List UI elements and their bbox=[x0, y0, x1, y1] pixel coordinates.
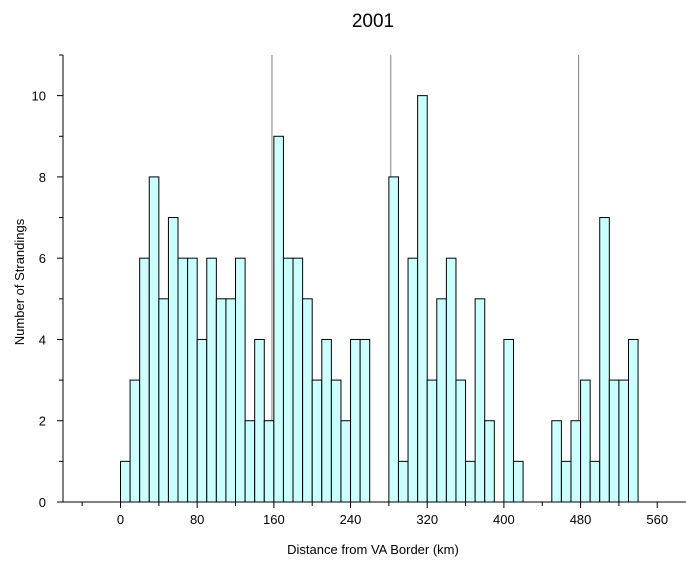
y-tick-label: 8 bbox=[39, 170, 46, 185]
histogram-bar bbox=[445, 257, 457, 503]
histogram-bar bbox=[426, 379, 438, 503]
x-tick-label: 560 bbox=[646, 512, 668, 527]
histogram-bar bbox=[560, 460, 572, 503]
histogram-bar bbox=[618, 379, 629, 503]
histogram-bar bbox=[282, 257, 294, 503]
histogram-bar bbox=[551, 420, 562, 503]
histogram-bar bbox=[244, 420, 256, 503]
histogram-bar bbox=[397, 460, 409, 503]
y-axis-ticks: 0 2 4 6 8 10 bbox=[32, 54, 63, 510]
histogram-bar bbox=[455, 379, 467, 503]
histogram-bar bbox=[465, 460, 476, 503]
histogram-bar bbox=[167, 217, 179, 503]
histogram-bar bbox=[206, 257, 217, 503]
histogram-bar bbox=[512, 460, 524, 503]
histogram-bar bbox=[503, 338, 514, 503]
histogram-bar bbox=[273, 135, 284, 503]
histogram-bar bbox=[311, 379, 323, 503]
histogram-bar bbox=[139, 257, 150, 503]
x-axis-ticks: 0 80 160 240 320 400 480 560 bbox=[81, 502, 668, 527]
histogram-bar bbox=[254, 338, 265, 503]
histogram-bar bbox=[158, 298, 169, 503]
histogram-bar bbox=[484, 420, 495, 503]
histogram-bar bbox=[177, 257, 189, 503]
y-tick-label: 4 bbox=[39, 332, 46, 347]
histogram-bar bbox=[187, 257, 198, 503]
histogram-bar bbox=[570, 420, 582, 503]
x-tick-label: 480 bbox=[570, 512, 592, 527]
histogram-bar bbox=[235, 257, 246, 503]
histogram-bar bbox=[196, 338, 208, 503]
x-axis-title: Distance from VA Border (km) bbox=[287, 542, 459, 557]
histogram-bar bbox=[608, 379, 620, 503]
histogram-bar bbox=[215, 298, 227, 503]
histogram-bar bbox=[599, 217, 610, 503]
x-tick-label: 160 bbox=[263, 512, 285, 527]
histogram-bar bbox=[321, 338, 332, 503]
histogram-bar bbox=[225, 298, 237, 503]
x-tick-label: 0 bbox=[117, 512, 124, 527]
histogram-bar bbox=[330, 379, 342, 503]
histogram-bars bbox=[82, 95, 639, 503]
y-tick-label: 2 bbox=[39, 414, 46, 429]
y-axis-title: Number of Strandings bbox=[12, 218, 27, 345]
histogram-bar bbox=[474, 298, 486, 503]
histogram-bar bbox=[148, 176, 160, 503]
chart-title: 2001 bbox=[352, 11, 394, 32]
y-tick-label: 0 bbox=[39, 495, 46, 510]
histogram-bar bbox=[417, 95, 428, 503]
histogram-bar bbox=[580, 379, 591, 503]
y-tick-label: 10 bbox=[32, 89, 46, 104]
x-tick-label: 400 bbox=[493, 512, 515, 527]
histogram-bar bbox=[120, 460, 131, 503]
histogram-bar bbox=[407, 257, 419, 503]
histogram-bar bbox=[627, 338, 639, 503]
histogram-bar bbox=[292, 257, 304, 503]
y-tick-label: 6 bbox=[39, 251, 46, 266]
histogram-bar bbox=[388, 176, 399, 503]
x-tick-label: 80 bbox=[190, 512, 204, 527]
histogram-bar bbox=[263, 420, 275, 503]
x-tick-label: 240 bbox=[340, 512, 362, 527]
x-tick-label: 320 bbox=[416, 512, 438, 527]
histogram-bar bbox=[340, 420, 352, 503]
histogram-bar bbox=[302, 298, 313, 503]
histogram-bar bbox=[589, 460, 601, 503]
histogram-bar bbox=[129, 379, 141, 503]
histogram-bar bbox=[436, 298, 447, 503]
histogram-bar bbox=[359, 338, 371, 503]
histogram-bar bbox=[350, 338, 361, 503]
axes bbox=[62, 55, 686, 503]
